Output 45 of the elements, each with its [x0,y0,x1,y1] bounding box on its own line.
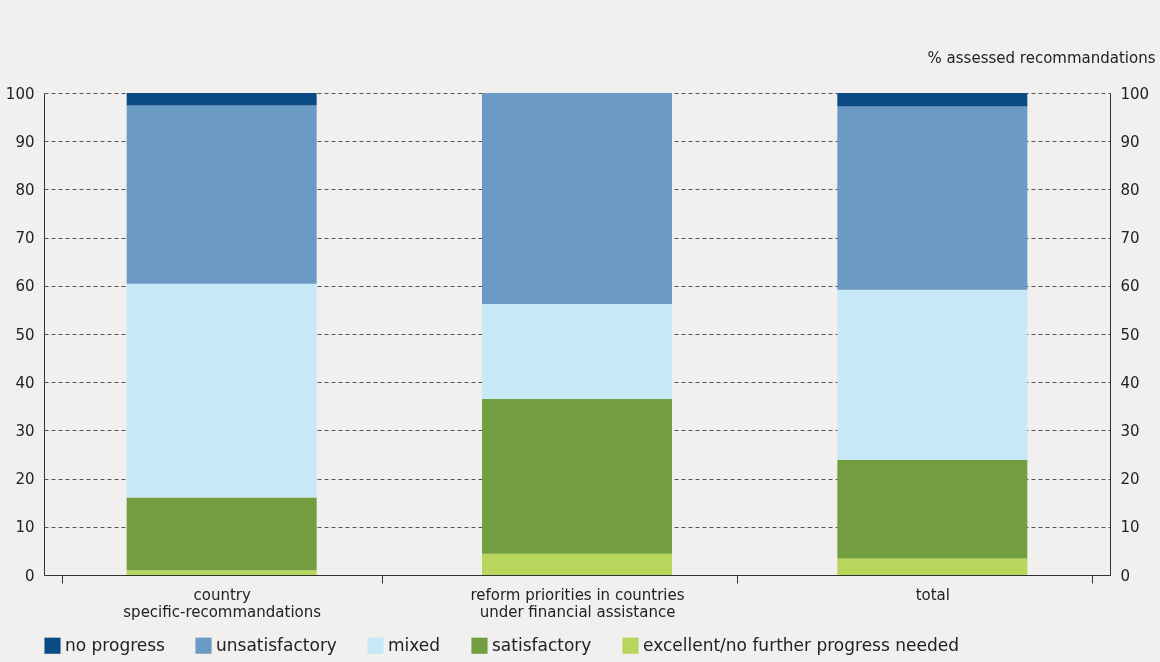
y-tick-label: 80 [15,180,35,199]
bar [126,570,317,575]
y2-tick-label: 70 [1120,229,1140,248]
y2-axis-title: % assessed recommandations [927,48,1156,67]
y-tick-label: 70 [15,229,35,248]
y2-tick-label: 30 [1120,421,1140,440]
y2-tick-label: 40 [1120,373,1140,392]
bar [126,93,317,106]
bar [837,459,1028,559]
bar [482,553,672,575]
y-tick-label: 100 [5,84,35,103]
y2-tick-label: 50 [1120,325,1140,344]
bar [482,93,672,305]
legend-label: mixed [388,634,441,655]
y2-tick-label: 60 [1120,277,1140,296]
bar [126,283,317,498]
x-tick-label: country specific-recommandations [123,585,322,621]
y2-tick-label: 100 [1120,84,1150,103]
y-tick-label: 40 [15,373,35,392]
x-tick-label: total [915,585,950,604]
legend-label: excellent/no further progress needed [643,634,959,655]
y2-tick-label: 10 [1120,518,1140,537]
y2-tick-label: 0 [1120,566,1131,585]
bar [126,105,317,284]
y-tick-label: 50 [15,325,35,344]
bar [126,497,317,571]
bar [837,558,1028,575]
bar [837,289,1028,460]
y-tick-label: 60 [15,277,35,296]
y-tick-label: 20 [15,470,35,489]
x-tick-label: reform priorities in countries under financial assistance [470,585,685,621]
y-tick-label: 0 [24,566,35,585]
legend-label: satisfactory [492,634,592,655]
legend-label: unsatisfactory [216,634,337,655]
bar [837,106,1028,290]
y2-tick-label: 90 [1120,132,1140,151]
bar [482,304,672,400]
y-tick-label: 10 [15,518,35,537]
legend-label: no progress [65,634,166,655]
bar [837,93,1028,107]
y2-tick-label: 80 [1120,180,1140,199]
y-tick-label: 30 [15,421,35,440]
y-tick-label: 90 [15,132,35,151]
y2-tick-label: 20 [1120,470,1140,489]
bar [482,399,672,554]
